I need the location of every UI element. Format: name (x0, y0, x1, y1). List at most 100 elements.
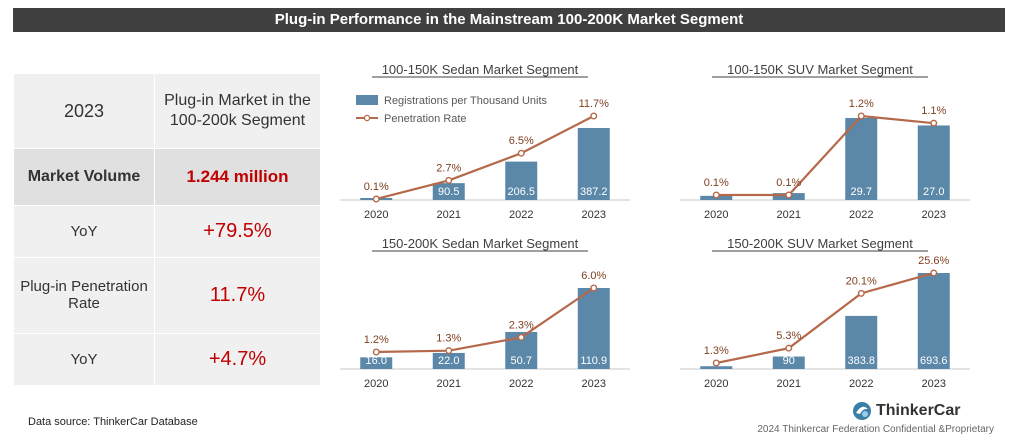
legend-bar-swatch (356, 95, 378, 105)
x-tick-2020: 2020 (364, 209, 388, 221)
chart-title: 100-150K SUV Market Segment (727, 62, 913, 77)
penetration-label-2022: 20.1% (846, 275, 877, 287)
penetration-point-2022 (857, 112, 865, 120)
bar-label-2022: 29.7 (851, 186, 872, 198)
penetration-yoy-value: +4.7% (154, 333, 320, 387)
bar-2023 (917, 273, 950, 369)
chart-svg: 150-200K SUV Market Segment 90 383.8 693.6 2… (680, 236, 970, 390)
x-tick-2021: 2021 (777, 378, 801, 390)
penetration-point-2023 (930, 269, 938, 277)
penetration-label-2022: 6.5% (509, 135, 534, 147)
bar-2023 (577, 128, 610, 200)
x-tick-2021: 2021 (437, 209, 461, 221)
penetration-point-2023 (590, 112, 598, 120)
penetration-label-2023: 11.7% (579, 98, 610, 110)
penetration-label-2021: 1.3% (436, 333, 461, 345)
x-tick-2023: 2023 (582, 378, 606, 390)
x-tick-2021: 2021 (777, 209, 801, 221)
penetration-point-2020 (372, 195, 380, 203)
bar-2023 (917, 125, 950, 200)
chart-svg: 150-200K Sedan Market Segment 16.0 22.0 50.… (340, 236, 630, 390)
bar-label-2022: 50.7 (511, 355, 532, 367)
penetration-label-2023: 25.6% (918, 255, 949, 267)
penetration-label-2020: 1.3% (704, 345, 729, 357)
bar-label-2020: 16.0 (366, 355, 387, 367)
penetration-point-2021 (445, 176, 453, 184)
x-tick-2021: 2021 (437, 378, 461, 390)
legend-line-label: Penetration Rate (384, 113, 467, 125)
x-tick-2022: 2022 (849, 209, 873, 221)
penetration-point-2021 (445, 347, 453, 355)
x-tick-2020: 2020 (704, 209, 728, 221)
x-tick-2022: 2022 (509, 209, 533, 221)
bar-2021 (772, 356, 805, 369)
bar-label-2023: 693.6 (920, 355, 948, 367)
penetration-point-2023 (930, 119, 938, 127)
penetration-line (716, 114, 934, 197)
bar-2022 (505, 161, 538, 200)
page-title: Plug-in Performance in the Mainstream 10… (13, 8, 1005, 32)
penetration-yoy-label: YoY (14, 333, 155, 387)
chart-title: 100-150K Sedan Market Segment (382, 62, 579, 77)
bar-2022 (845, 315, 878, 369)
penetration-line (716, 271, 935, 365)
penetration-label-2022: 2.3% (509, 319, 534, 331)
bar-label-2023: 27.0 (923, 186, 944, 198)
bar-label-2022: 206.5 (507, 186, 535, 198)
penetration-label-2020: 1.2% (364, 334, 389, 346)
x-tick-2023: 2023 (582, 209, 606, 221)
penetration-label-2022: 1.2% (849, 98, 874, 110)
summary-year: 2023 (14, 74, 155, 149)
penetration-label-2021: 5.3% (776, 330, 801, 342)
confidential-note: 2024 Thinkercar Federation Confidential … (757, 424, 994, 435)
legend-bar-label: Registrations per Thousand Units (384, 95, 548, 107)
legend-line-marker (363, 114, 371, 122)
summary-table: 2023 Plug-in Market in the 100-200k Segm… (14, 74, 320, 387)
volume-yoy-value: +79.5% (154, 205, 320, 259)
bar-2020 (700, 366, 733, 369)
penetration-point-2022 (517, 333, 525, 341)
x-tick-2022: 2022 (509, 378, 533, 390)
chart-title: 150-200K Sedan Market Segment (382, 236, 579, 251)
x-tick-2020: 2020 (364, 378, 388, 390)
logo-text: ThinkerCar (876, 402, 961, 419)
penetration-label-2023: 1.1% (921, 105, 946, 117)
chart-sedan-100-150k: 100-150K Sedan Market Segment Registratio… (330, 58, 640, 223)
penetration-point-2021 (785, 344, 793, 352)
thinkercar-logo-icon (853, 402, 871, 420)
bar-label-2021: 90 (783, 355, 795, 367)
x-tick-2023: 2023 (922, 209, 946, 221)
penetration-point-2021 (785, 191, 793, 199)
penetration-label-2021: 0.1% (776, 177, 801, 189)
penetration-line (376, 287, 595, 354)
summary-segment-label: Plug-in Market in the 100-200k Segment (154, 74, 320, 149)
penetration-point-2020 (372, 348, 380, 356)
bar-2023 (577, 288, 610, 369)
bar-label-2021: 90.5 (438, 186, 459, 198)
penetration-line (375, 115, 595, 201)
penetration-rate-value: 11.7% (154, 257, 320, 334)
bar-2021 (432, 352, 465, 369)
x-tick-2022: 2022 (849, 378, 873, 390)
penetration-rate-label: Plug-in Penetration Rate (14, 257, 155, 334)
penetration-label-2020: 0.1% (364, 181, 389, 193)
market-volume-label: Market Volume (14, 148, 155, 206)
x-tick-2020: 2020 (704, 378, 728, 390)
bar-2021 (432, 183, 465, 200)
bar-label-2021: 22.0 (438, 355, 459, 367)
market-volume-value: 1.244 million (154, 148, 320, 206)
bar-label-2023: 387.2 (580, 186, 608, 198)
chart-sedan-150-200k: 150-200K Sedan Market Segment 16.0 22.0 50.… (330, 232, 640, 397)
bar-2022 (845, 118, 878, 200)
chart-suv-150-200k: 150-200K SUV Market Segment 90 383.8 693.6 2… (670, 232, 980, 397)
chart-title: 150-200K SUV Market Segment (727, 236, 913, 251)
chart-svg: 100-150K Sedan Market Segment Registratio… (340, 62, 630, 221)
penetration-label-2023: 6.0% (581, 270, 606, 282)
penetration-point-2023 (590, 284, 598, 292)
bar-label-2023: 110.9 (580, 355, 607, 367)
bar-label-2022: 383.8 (847, 355, 875, 367)
penetration-point-2022 (857, 289, 865, 297)
bar-2020 (360, 357, 393, 369)
penetration-point-2020 (712, 359, 720, 367)
penetration-point-2022 (517, 149, 525, 157)
